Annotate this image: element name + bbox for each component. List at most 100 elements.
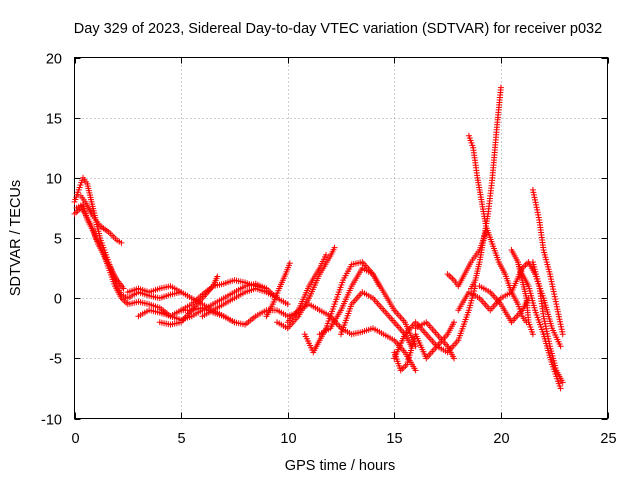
data-point — [554, 306, 561, 313]
data-point — [543, 328, 550, 335]
data-point — [559, 331, 566, 338]
data-point — [534, 206, 541, 213]
data-point — [532, 196, 539, 203]
data-point — [557, 343, 564, 350]
data-point — [541, 318, 548, 325]
x-tick-label: 15 — [386, 431, 402, 447]
y-tick-labels: -10 -5 0 5 10 15 20 — [41, 52, 62, 429]
y-tick-label: 15 — [46, 112, 62, 128]
data-point — [547, 273, 554, 280]
data-point — [543, 325, 550, 332]
data-point — [529, 331, 536, 338]
series-arc-4 — [73, 201, 127, 292]
series-arc-15 — [301, 259, 383, 356]
data-point — [450, 319, 457, 326]
data-point — [558, 323, 565, 330]
data-point — [546, 271, 553, 278]
data-point — [450, 355, 457, 362]
data-point — [444, 271, 451, 278]
y-tick-label: 5 — [54, 232, 62, 248]
data-point — [540, 313, 547, 320]
data-point — [551, 293, 558, 300]
series-arc-6 — [135, 280, 270, 323]
data-markers — [71, 84, 566, 392]
series-arc-24 — [476, 283, 532, 326]
y-tick-label: -10 — [41, 413, 62, 429]
data-point — [550, 286, 557, 293]
data-point — [530, 191, 537, 198]
data-point — [400, 364, 407, 371]
data-point — [557, 385, 564, 392]
data-point — [545, 335, 552, 342]
data-point — [558, 326, 565, 333]
tick-marks — [74, 57, 609, 420]
data-point — [556, 316, 563, 323]
data-point — [447, 274, 454, 281]
data-point — [559, 328, 566, 335]
data-point — [118, 239, 125, 246]
data-point — [557, 318, 564, 325]
data-point — [533, 201, 540, 208]
data-point — [554, 308, 561, 315]
data-point — [449, 275, 456, 282]
data-point — [533, 204, 540, 211]
y-tick-label: 10 — [46, 172, 62, 188]
y-tick-label: 0 — [54, 292, 62, 308]
data-point — [286, 260, 293, 267]
data-point — [73, 209, 80, 216]
plot-frame — [74, 57, 608, 419]
y-axis-label: SDTVAR / TECUs — [8, 180, 24, 296]
data-point — [546, 340, 553, 347]
x-tick-label: 25 — [600, 431, 616, 447]
data-point — [551, 291, 558, 298]
data-point — [549, 281, 556, 288]
series-arc-3 — [77, 192, 125, 246]
data-point — [545, 338, 552, 345]
data-point — [284, 301, 291, 308]
data-point — [544, 330, 551, 337]
data-point — [550, 288, 557, 295]
data-point — [412, 367, 419, 374]
data-point — [541, 315, 548, 322]
data-point — [446, 272, 453, 279]
x-axis-label: GPS time / hours — [285, 458, 395, 474]
data-point — [552, 296, 559, 303]
data-point — [121, 298, 128, 305]
series-arc-8 — [178, 277, 281, 314]
series-arc-18 — [391, 319, 457, 374]
data-point — [71, 210, 78, 217]
data-point — [535, 211, 542, 218]
data-point — [214, 273, 221, 280]
data-point — [549, 283, 556, 290]
series-arc-22 — [468, 84, 504, 292]
data-point — [542, 320, 549, 327]
data-point — [534, 209, 541, 216]
x-tick-label: 20 — [493, 431, 509, 447]
data-point — [376, 283, 383, 290]
series-arc-19 — [412, 319, 457, 362]
data-point — [74, 207, 81, 214]
data-point — [557, 321, 564, 328]
x-tick-label: 0 — [71, 431, 79, 447]
series-arc-13 — [295, 251, 330, 314]
data-point — [123, 299, 130, 306]
data-point — [559, 379, 566, 386]
data-point — [535, 214, 542, 221]
data-point — [555, 313, 562, 320]
y-tick-label: 20 — [46, 52, 62, 68]
data-point — [555, 311, 562, 318]
data-point — [529, 186, 536, 193]
data-point — [553, 301, 560, 308]
series-arc-27 — [529, 259, 566, 386]
data-point — [120, 285, 127, 292]
grid — [74, 57, 608, 419]
y-tick-label: -5 — [49, 352, 62, 368]
data-point — [522, 262, 529, 269]
data-point — [530, 189, 537, 196]
chart-title: Day 329 of 2023, Sidereal Day-to-day VTE… — [74, 21, 602, 37]
data-point — [120, 296, 127, 303]
x-tick-labels: 0 5 10 15 20 25 — [71, 431, 616, 447]
data-point — [532, 199, 539, 206]
series-arc-10 — [263, 260, 293, 320]
